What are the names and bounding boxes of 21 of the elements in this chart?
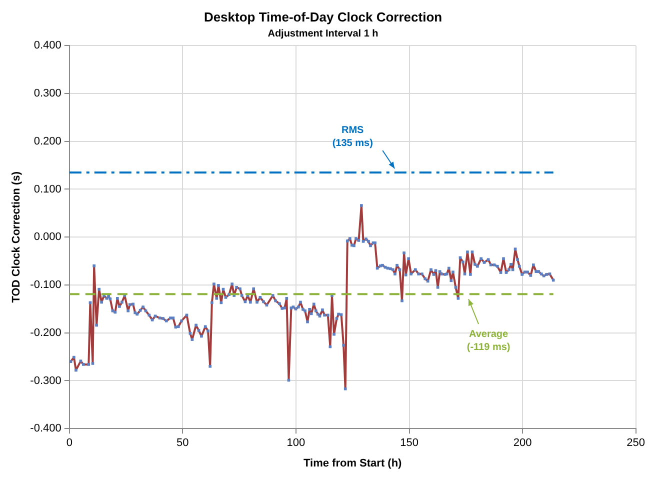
y-axis-title: TOD Clock Correction (s) [10, 171, 23, 303]
chart-title: Desktop Time-of-Day Clock Correction [204, 9, 442, 24]
y-tick-label: 0.000 [34, 231, 62, 244]
x-tick-label: 50 [176, 437, 189, 450]
y-tick-label: -0.200 [30, 326, 62, 339]
x-axis-title: Time from Start (h) [304, 457, 402, 470]
x-tick-label: 100 [286, 437, 306, 450]
y-tick-label: 0.300 [34, 88, 62, 100]
y-tick-label: -0.300 [30, 374, 62, 387]
y-tick-label: -0.400 [30, 422, 62, 435]
ref-line-label: Average (-119 ms) [466, 328, 510, 353]
y-tick-label: 0.100 [34, 183, 62, 196]
chart-subtitle: Adjustment Interval 1 h [268, 28, 378, 40]
x-tick-label: 250 [626, 437, 646, 450]
y-tick-label: 0.200 [34, 135, 62, 148]
x-tick-label: 0 [66, 437, 72, 450]
y-tick-label: 0.400 [34, 40, 62, 52]
ref-line-label: RMS (135 ms) [332, 125, 373, 150]
x-tick-label: 150 [400, 437, 418, 450]
x-tick-label: 200 [513, 437, 532, 450]
y-tick-label: -0.100 [30, 279, 62, 292]
